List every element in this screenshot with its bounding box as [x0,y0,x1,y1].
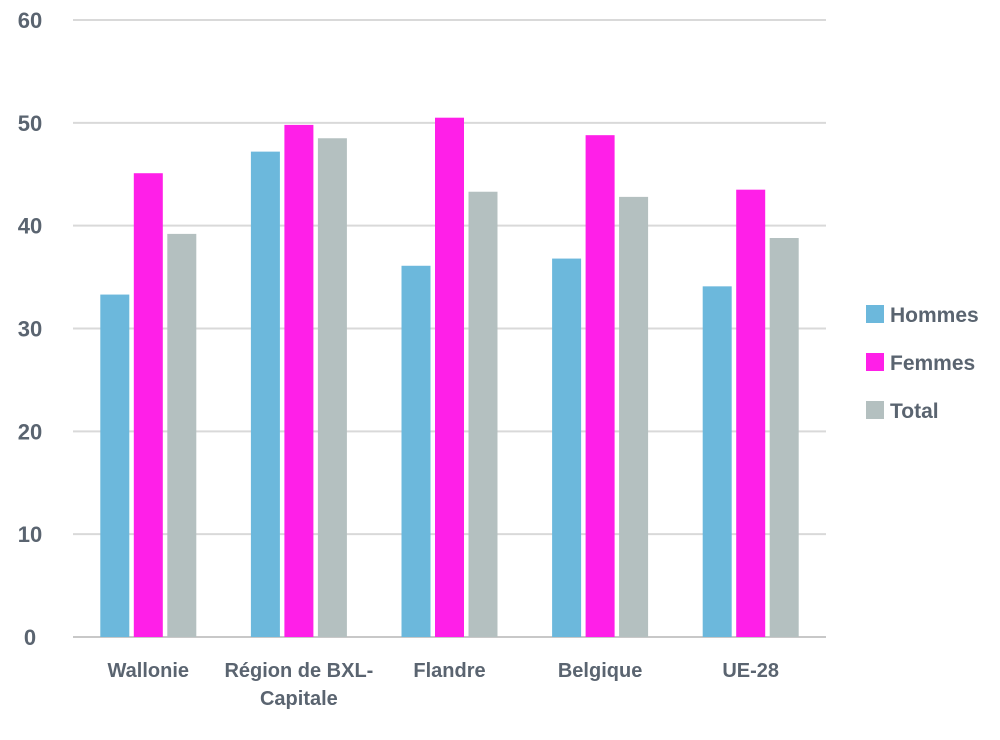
legend-label-femmes: Femmes [890,352,975,375]
y-axis-tick-labels: 0 10 20 30 40 50 60 [18,8,42,650]
y-tick-label: 40 [18,214,42,239]
bar-femmes-2 [435,117,464,638]
bar-femmes-1 [284,124,314,637]
bar-femmes-3 [585,135,615,637]
category-label: Flandre [413,660,485,682]
legend-swatch-hommes [866,305,884,323]
legend-swatch-total [866,401,884,419]
bars [100,117,799,638]
bar-total-4 [769,238,799,638]
category-label: Région de BXL- [224,660,373,682]
bar-femmes-0 [133,173,163,637]
bar-hommes-0 [100,294,130,637]
y-tick-label: 0 [24,625,36,650]
bar-hommes-3 [552,258,582,637]
bar-total-1 [317,138,347,637]
y-tick-label: 10 [18,522,42,547]
bar-femmes-4 [736,189,766,638]
category-label: Wallonie [108,660,189,682]
x-axis-category-labels: Wallonie Région de BXL- Capitale Flandre Bel… [108,660,779,710]
category-label: Capitale [260,688,338,710]
category-label: Belgique [558,660,642,682]
bar-hommes-4 [702,286,732,637]
bar-hommes-1 [250,151,280,638]
bar-total-0 [167,233,197,638]
category-label: UE-28 [722,660,779,682]
bar-total-3 [619,196,649,637]
y-tick-label: 20 [18,419,42,444]
y-tick-label: 30 [18,317,42,342]
legend-swatch-femmes [866,353,884,371]
bar-hommes-2 [401,265,431,637]
y-tick-label: 60 [18,8,42,33]
bar-total-2 [468,191,498,637]
y-tick-label: 50 [18,111,42,136]
legend-label-hommes: Hommes [890,304,979,327]
legend-label-total: Total [890,400,939,423]
legend: Hommes Femmes Total [866,304,979,423]
